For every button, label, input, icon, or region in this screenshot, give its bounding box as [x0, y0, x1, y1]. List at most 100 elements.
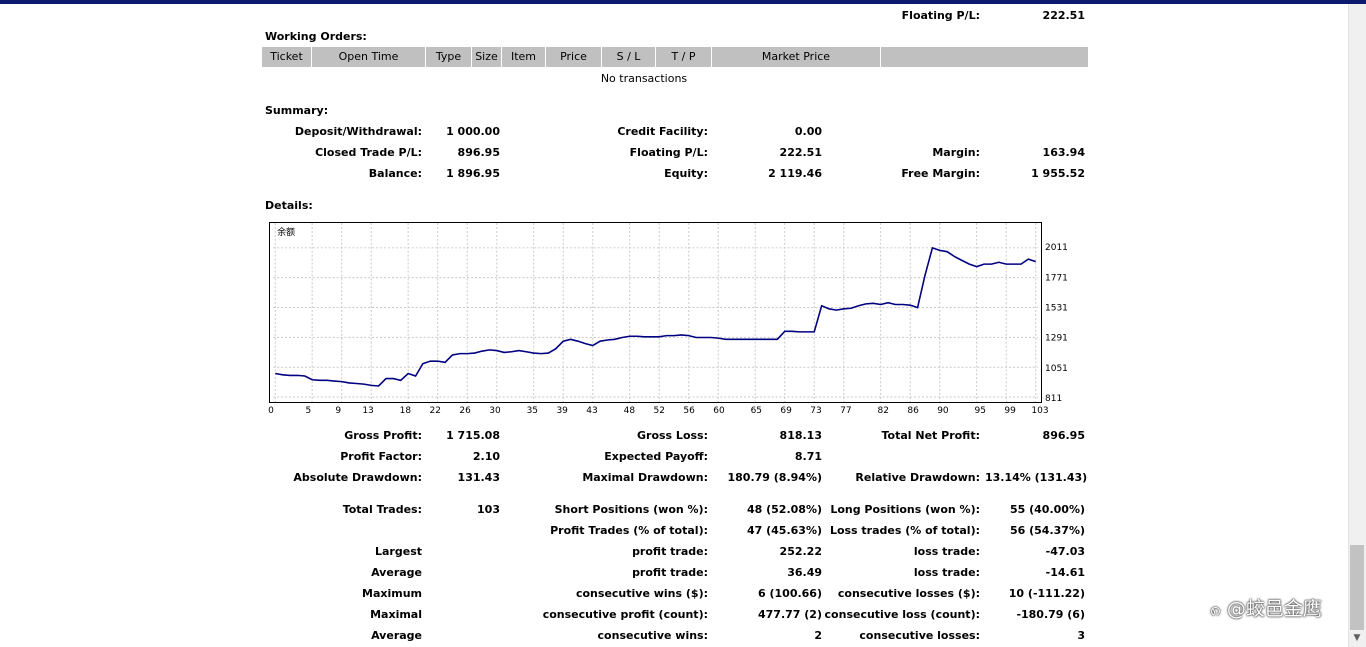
relative-drawdown-value: 13.14% (131.43) — [985, 471, 1088, 484]
expected-payoff-value: 8.71 — [794, 450, 822, 463]
y-tick-label: 2011 — [1045, 243, 1068, 253]
free-margin-value: 1 955.52 — [1031, 167, 1085, 180]
gross-loss-value: 818.13 — [779, 429, 822, 442]
largest-profit-value: 252.22 — [779, 545, 822, 558]
total-trades-value: 103 — [477, 503, 500, 516]
y-tick-label: 811 — [1045, 394, 1062, 404]
balance-value: 1 896.95 — [446, 167, 500, 180]
max-consecutive-wins-value: 6 (100.66) — [758, 587, 822, 600]
details-title: Details: — [265, 199, 313, 212]
col-ticket: Ticket — [262, 47, 312, 67]
x-tick-label: 35 — [527, 406, 538, 416]
expected-payoff-label: Expected Payoff: — [604, 450, 708, 463]
avg-consecutive-wins-value: 2 — [814, 629, 822, 642]
x-tick-label: 65 — [751, 406, 762, 416]
maximal-consecutive-profit-value: 477.77 (2) — [758, 608, 822, 621]
average-profit-value: 36.49 — [787, 566, 822, 579]
absolute-drawdown-label: Absolute Drawdown: — [293, 471, 422, 484]
col-open-time: Open Time — [312, 47, 426, 67]
chart-title: 余额 — [277, 226, 295, 238]
col-tp: T / P — [656, 47, 712, 67]
vertical-scrollbar[interactable] — [1348, 4, 1366, 647]
loss-trades-value: 56 (54.37%) — [1009, 524, 1085, 537]
y-tick-label: 1291 — [1045, 334, 1068, 344]
x-tick-label: 26 — [459, 406, 471, 416]
average-consecutive-label: Average — [371, 629, 422, 642]
gross-profit-value: 1 715.08 — [446, 429, 500, 442]
x-tick-label: 69 — [780, 406, 792, 416]
x-tick-label: 43 — [586, 406, 597, 416]
long-positions-label: Long Positions (won %): — [830, 503, 980, 516]
avg-consecutive-wins-label: consecutive wins: — [597, 629, 708, 642]
credit-value: 0.00 — [794, 125, 822, 138]
balance-chart: 余额 — [269, 222, 1042, 403]
chart-axis-labels: 0 5 9 13 18 22 26 30 35 39 43 48 52 56 60 65 69 73 77 82 86 9… — [268, 243, 1068, 416]
maximal-drawdown-label: Maximal Drawdown: — [582, 471, 708, 484]
col-empty — [881, 47, 1088, 67]
x-tick-label: 0 — [268, 406, 274, 416]
x-tick-label: 56 — [683, 406, 695, 416]
average-label: Average — [371, 566, 422, 579]
x-tick-label: 77 — [840, 406, 851, 416]
col-item: Item — [502, 47, 546, 67]
largest-loss-value: -47.03 — [1045, 545, 1085, 558]
x-tick-label: 39 — [556, 406, 568, 416]
average-loss-label: loss trade: — [913, 566, 980, 579]
col-price: Price — [546, 47, 602, 67]
x-tick-label: 86 — [907, 406, 919, 416]
profit-factor-value: 2.10 — [472, 450, 500, 463]
scrollbar-thumb[interactable] — [1350, 545, 1364, 630]
summary-floating-pl-value: 222.51 — [779, 146, 822, 159]
watermark-swirl-icon: ၈ — [1210, 598, 1227, 620]
max-consecutive-losses-value: 10 (-111.22) — [1008, 587, 1085, 600]
col-type: Type — [426, 47, 472, 67]
deposit-value: 1 000.00 — [446, 125, 500, 138]
y-tick-label: 1051 — [1045, 364, 1068, 374]
largest-loss-label: loss trade: — [913, 545, 980, 558]
col-market-price: Market Price — [712, 47, 881, 67]
y-tick-label: 1531 — [1045, 303, 1068, 313]
scroll-down-arrow-icon[interactable]: ▼ — [1353, 633, 1361, 643]
maximal-label: Maximal — [370, 608, 422, 621]
working-orders-title: Working Orders: — [265, 30, 367, 43]
x-tick-label: 90 — [937, 406, 949, 416]
header-floating-pl-label: Floating P/L: — [901, 9, 980, 22]
equity-value: 2 119.46 — [768, 167, 822, 180]
x-tick-label: 9 — [335, 406, 341, 416]
avg-consecutive-losses-label: consecutive losses: — [859, 629, 980, 642]
average-loss-value: -14.61 — [1045, 566, 1085, 579]
max-consecutive-losses-label: consecutive losses ($): — [837, 587, 980, 600]
absolute-drawdown-value: 131.43 — [457, 471, 500, 484]
window-top-border — [0, 0, 1366, 4]
relative-drawdown-label: Relative Drawdown: — [855, 471, 980, 484]
margin-label: Margin: — [932, 146, 980, 159]
max-consecutive-wins-label: consecutive wins ($): — [575, 587, 708, 600]
margin-value: 163.94 — [1042, 146, 1085, 159]
x-tick-label: 103 — [1031, 406, 1048, 416]
maximal-consecutive-profit-label: consecutive profit (count): — [542, 608, 708, 621]
watermark-text: ၈ @蛟邑金鹰 — [1210, 594, 1322, 625]
maximal-consecutive-loss-value: -180.79 (6) — [1016, 608, 1085, 621]
profit-trades-label: Profit Trades (% of total): — [550, 524, 708, 537]
maximal-drawdown-value: 180.79 (8.94%) — [727, 471, 823, 484]
short-positions-value: 48 (52.08%) — [746, 503, 822, 516]
deposit-label: Deposit/Withdrawal: — [294, 125, 422, 138]
credit-label: Credit Facility: — [617, 125, 708, 138]
avg-consecutive-losses-value: 3 — [1077, 629, 1085, 642]
balance-label: Balance: — [368, 167, 422, 180]
x-tick-label: 60 — [713, 406, 725, 416]
summary-floating-pl-label: Floating P/L: — [629, 146, 708, 159]
working-orders-table-header: Ticket Open Time Type Size Item Price S … — [262, 47, 1088, 67]
loss-trades-label: Loss trades (% of total): — [829, 524, 980, 537]
profit-factor-label: Profit Factor: — [340, 450, 422, 463]
col-sl: S / L — [602, 47, 656, 67]
no-transactions-text: No transactions — [600, 72, 688, 85]
total-net-profit-value: 896.95 — [1042, 429, 1085, 442]
x-tick-label: 82 — [877, 406, 888, 416]
x-tick-label: 18 — [400, 406, 412, 416]
x-tick-label: 48 — [624, 406, 636, 416]
x-tick-label: 73 — [810, 406, 821, 416]
largest-profit-label: profit trade: — [632, 545, 708, 558]
free-margin-label: Free Margin: — [901, 167, 980, 180]
short-positions-label: Short Positions (won %): — [554, 503, 708, 516]
